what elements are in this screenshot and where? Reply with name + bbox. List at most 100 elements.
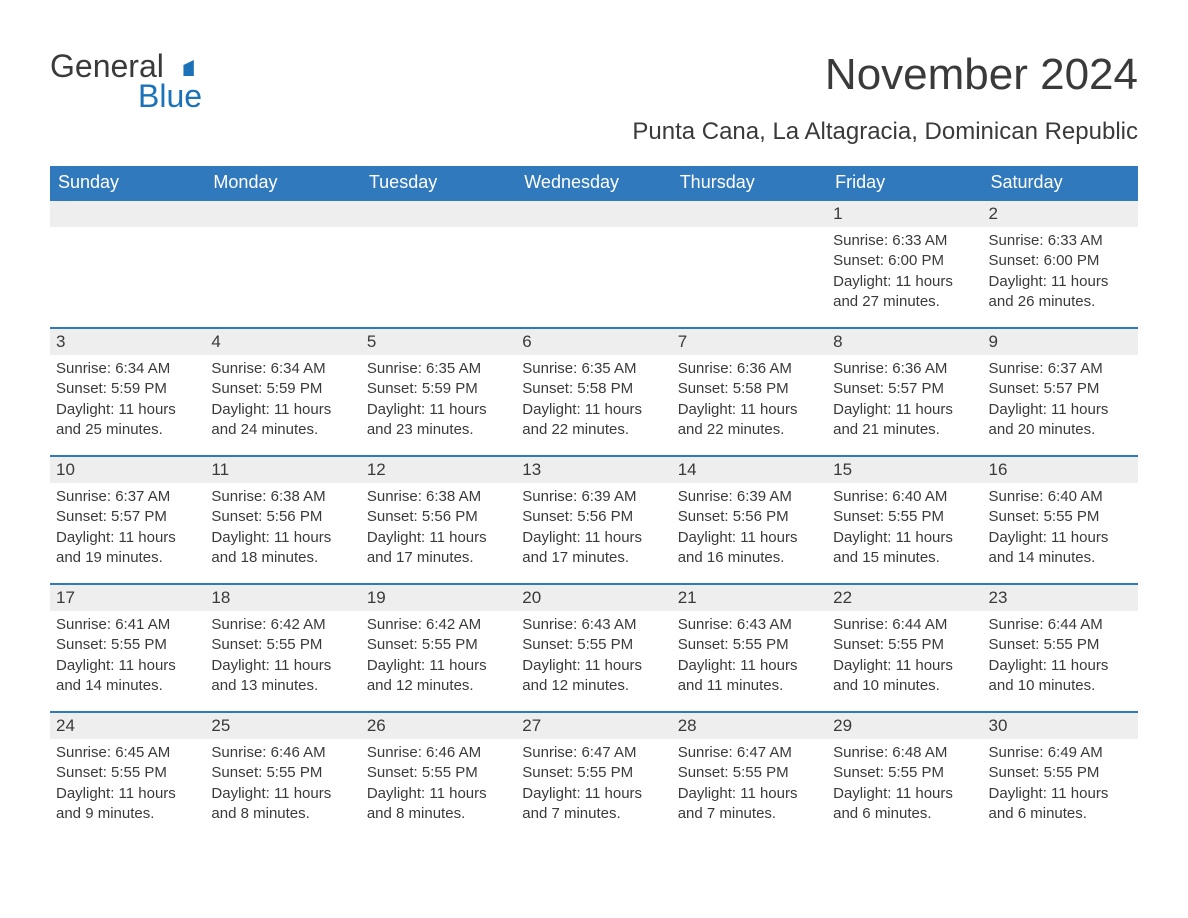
day-sunrise: Sunrise: 6:34 AM: [56, 359, 199, 379]
day-sunrise: Sunrise: 6:44 AM: [833, 615, 976, 635]
day-content: Sunrise: 6:41 AMSunset: 5:55 PMDaylight:…: [50, 611, 205, 702]
weekday-header: Wednesday: [516, 166, 671, 199]
day-daylight2: and 13 minutes.: [211, 676, 354, 696]
day-sunset: Sunset: 5:55 PM: [678, 635, 821, 655]
day-sunset: Sunset: 5:55 PM: [211, 635, 354, 655]
day-sunrise: Sunrise: 6:42 AM: [211, 615, 354, 635]
day-number: [205, 201, 360, 227]
day-number: [50, 201, 205, 227]
day-cell: 5Sunrise: 6:35 AMSunset: 5:59 PMDaylight…: [361, 329, 516, 455]
day-cell: 9Sunrise: 6:37 AMSunset: 5:57 PMDaylight…: [983, 329, 1138, 455]
day-number: 13: [516, 457, 671, 483]
day-daylight1: Daylight: 11 hours: [678, 528, 821, 548]
day-cell: 14Sunrise: 6:39 AMSunset: 5:56 PMDayligh…: [672, 457, 827, 583]
day-daylight2: and 7 minutes.: [522, 804, 665, 824]
day-cell: 19Sunrise: 6:42 AMSunset: 5:55 PMDayligh…: [361, 585, 516, 711]
day-daylight2: and 10 minutes.: [989, 676, 1132, 696]
day-sunrise: Sunrise: 6:40 AM: [989, 487, 1132, 507]
day-number: 16: [983, 457, 1138, 483]
logo: General Blue: [50, 50, 202, 111]
day-content: Sunrise: 6:36 AMSunset: 5:58 PMDaylight:…: [672, 355, 827, 446]
day-daylight1: Daylight: 11 hours: [367, 400, 510, 420]
day-sunrise: Sunrise: 6:34 AM: [211, 359, 354, 379]
day-sunrise: Sunrise: 6:44 AM: [989, 615, 1132, 635]
day-daylight1: Daylight: 11 hours: [522, 656, 665, 676]
day-daylight1: Daylight: 11 hours: [56, 656, 199, 676]
weekday-header: Friday: [827, 166, 982, 199]
day-cell: 21Sunrise: 6:43 AMSunset: 5:55 PMDayligh…: [672, 585, 827, 711]
day-cell: [205, 201, 360, 327]
day-content: Sunrise: 6:38 AMSunset: 5:56 PMDaylight:…: [361, 483, 516, 574]
day-cell: 27Sunrise: 6:47 AMSunset: 5:55 PMDayligh…: [516, 713, 671, 839]
day-sunset: Sunset: 5:55 PM: [367, 635, 510, 655]
day-content: Sunrise: 6:40 AMSunset: 5:55 PMDaylight:…: [827, 483, 982, 574]
day-daylight2: and 11 minutes.: [678, 676, 821, 696]
day-cell: 2Sunrise: 6:33 AMSunset: 6:00 PMDaylight…: [983, 201, 1138, 327]
day-daylight1: Daylight: 11 hours: [522, 400, 665, 420]
day-sunrise: Sunrise: 6:36 AM: [833, 359, 976, 379]
day-sunrise: Sunrise: 6:49 AM: [989, 743, 1132, 763]
day-content: Sunrise: 6:38 AMSunset: 5:56 PMDaylight:…: [205, 483, 360, 574]
day-sunrise: Sunrise: 6:46 AM: [367, 743, 510, 763]
day-number: [516, 201, 671, 227]
day-content: Sunrise: 6:36 AMSunset: 5:57 PMDaylight:…: [827, 355, 982, 446]
day-daylight1: Daylight: 11 hours: [833, 784, 976, 804]
day-content: Sunrise: 6:42 AMSunset: 5:55 PMDaylight:…: [361, 611, 516, 702]
day-cell: 26Sunrise: 6:46 AMSunset: 5:55 PMDayligh…: [361, 713, 516, 839]
day-daylight1: Daylight: 11 hours: [989, 400, 1132, 420]
day-number: 23: [983, 585, 1138, 611]
day-sunset: Sunset: 5:55 PM: [522, 635, 665, 655]
day-daylight2: and 14 minutes.: [989, 548, 1132, 568]
day-sunrise: Sunrise: 6:47 AM: [678, 743, 821, 763]
day-daylight2: and 8 minutes.: [211, 804, 354, 824]
day-number: [361, 201, 516, 227]
day-sunset: Sunset: 5:56 PM: [211, 507, 354, 527]
weekday-header: Monday: [205, 166, 360, 199]
day-cell: 13Sunrise: 6:39 AMSunset: 5:56 PMDayligh…: [516, 457, 671, 583]
calendar: SundayMondayTuesdayWednesdayThursdayFrid…: [50, 166, 1138, 839]
day-sunset: Sunset: 5:55 PM: [833, 507, 976, 527]
day-daylight1: Daylight: 11 hours: [56, 400, 199, 420]
day-cell: [516, 201, 671, 327]
day-cell: 30Sunrise: 6:49 AMSunset: 5:55 PMDayligh…: [983, 713, 1138, 839]
day-number: 10: [50, 457, 205, 483]
day-sunset: Sunset: 5:59 PM: [56, 379, 199, 399]
day-content: Sunrise: 6:33 AMSunset: 6:00 PMDaylight:…: [827, 227, 982, 318]
day-sunrise: Sunrise: 6:36 AM: [678, 359, 821, 379]
week-row: 3Sunrise: 6:34 AMSunset: 5:59 PMDaylight…: [50, 327, 1138, 455]
day-cell: 10Sunrise: 6:37 AMSunset: 5:57 PMDayligh…: [50, 457, 205, 583]
day-content: Sunrise: 6:37 AMSunset: 5:57 PMDaylight:…: [50, 483, 205, 574]
day-cell: 12Sunrise: 6:38 AMSunset: 5:56 PMDayligh…: [361, 457, 516, 583]
day-cell: 6Sunrise: 6:35 AMSunset: 5:58 PMDaylight…: [516, 329, 671, 455]
day-cell: 1Sunrise: 6:33 AMSunset: 6:00 PMDaylight…: [827, 201, 982, 327]
day-number: [672, 201, 827, 227]
day-sunset: Sunset: 5:57 PM: [989, 379, 1132, 399]
day-daylight1: Daylight: 11 hours: [211, 656, 354, 676]
weekday-header-row: SundayMondayTuesdayWednesdayThursdayFrid…: [50, 166, 1138, 199]
day-number: 20: [516, 585, 671, 611]
day-cell: 24Sunrise: 6:45 AMSunset: 5:55 PMDayligh…: [50, 713, 205, 839]
day-sunrise: Sunrise: 6:37 AM: [989, 359, 1132, 379]
day-content: Sunrise: 6:48 AMSunset: 5:55 PMDaylight:…: [827, 739, 982, 830]
day-sunrise: Sunrise: 6:39 AM: [522, 487, 665, 507]
day-daylight1: Daylight: 11 hours: [522, 528, 665, 548]
day-number: 22: [827, 585, 982, 611]
day-content: Sunrise: 6:34 AMSunset: 5:59 PMDaylight:…: [50, 355, 205, 446]
day-sunrise: Sunrise: 6:39 AM: [678, 487, 821, 507]
day-sunrise: Sunrise: 6:48 AM: [833, 743, 976, 763]
day-number: 6: [516, 329, 671, 355]
day-daylight2: and 9 minutes.: [56, 804, 199, 824]
day-content: Sunrise: 6:44 AMSunset: 5:55 PMDaylight:…: [827, 611, 982, 702]
day-sunrise: Sunrise: 6:38 AM: [367, 487, 510, 507]
location: Punta Cana, La Altagracia, Dominican Rep…: [632, 118, 1138, 146]
day-cell: 25Sunrise: 6:46 AMSunset: 5:55 PMDayligh…: [205, 713, 360, 839]
day-sunset: Sunset: 5:58 PM: [522, 379, 665, 399]
day-cell: [672, 201, 827, 327]
day-sunset: Sunset: 5:55 PM: [989, 635, 1132, 655]
day-daylight2: and 19 minutes.: [56, 548, 199, 568]
day-content: Sunrise: 6:42 AMSunset: 5:55 PMDaylight:…: [205, 611, 360, 702]
day-daylight2: and 20 minutes.: [989, 420, 1132, 440]
day-daylight1: Daylight: 11 hours: [56, 528, 199, 548]
day-daylight2: and 12 minutes.: [522, 676, 665, 696]
day-daylight2: and 15 minutes.: [833, 548, 976, 568]
